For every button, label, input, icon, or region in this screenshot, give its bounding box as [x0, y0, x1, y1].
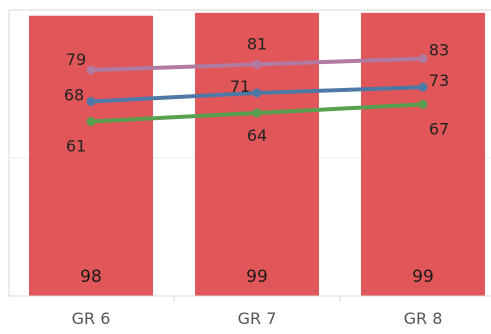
bar: [195, 12, 319, 297]
point-value-label: 61: [66, 137, 86, 156]
line-point: [418, 54, 428, 64]
line-point: [86, 97, 96, 107]
point-value-label: 79: [66, 50, 86, 69]
bar-layer: [29, 12, 485, 297]
point-value-label: 81: [247, 34, 267, 53]
point-value-label: 71: [230, 77, 250, 96]
x-tick-label: GR 6: [72, 309, 111, 328]
bar-value-label: 99: [246, 267, 268, 287]
line-point: [252, 108, 262, 118]
bar-value-label: 98: [80, 267, 102, 287]
x-axis: GR 6 GR 7 GR 8: [9, 295, 491, 328]
line-layer: [86, 54, 428, 127]
point-value-label: 64: [247, 126, 267, 145]
bar: [29, 15, 153, 296]
bar-value-label: 99: [412, 267, 434, 287]
x-tick-label: GR 7: [238, 309, 277, 328]
line-point: [252, 88, 262, 98]
line-point: [418, 99, 428, 109]
point-value-label: 73: [429, 71, 449, 90]
line-point: [252, 59, 262, 69]
x-tick-label: GR 8: [404, 309, 443, 328]
line-point: [86, 117, 96, 127]
line-point: [86, 65, 96, 75]
point-value-label: 67: [429, 119, 449, 138]
line-point: [418, 82, 428, 92]
point-value-label: 68: [64, 86, 84, 105]
label-layer: 98 99 99 79 81 83 68 71 73 61 64 67: [64, 34, 449, 287]
point-value-label: 83: [429, 41, 449, 60]
